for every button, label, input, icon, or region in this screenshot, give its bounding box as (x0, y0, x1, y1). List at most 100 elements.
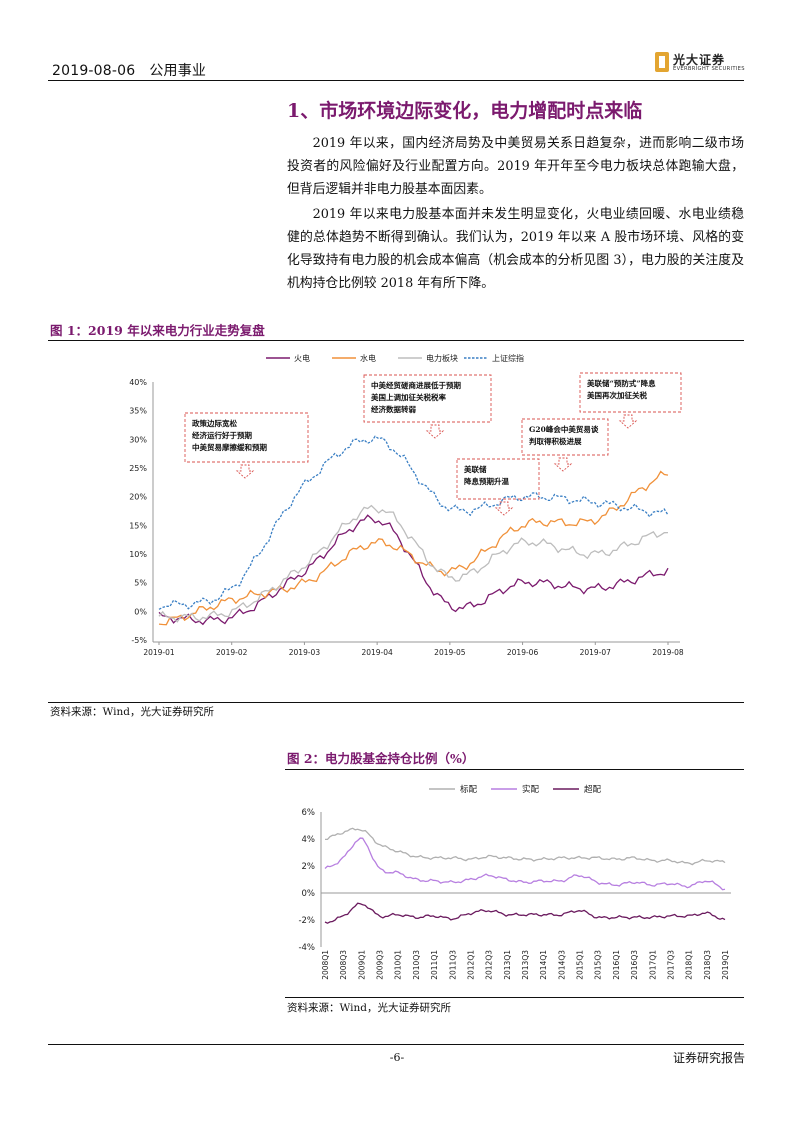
chart1-annotation-box (456, 458, 540, 500)
paragraph-1: 2019 年以来，国内经济局势及中美贸易关系日趋复杂，进而影响二级市场投资者的风… (287, 136, 744, 197)
logo-text-cn: 光大证券 (673, 53, 726, 67)
chart1-annotation-text: 美联储“预防式”降息 (587, 378, 656, 388)
chart1-annotation-box (184, 412, 309, 463)
chart1-x-tick-label: 2019-05 (434, 648, 466, 657)
chart2-x-tick-label: 2008Q3 (339, 950, 348, 980)
chart2-x-tick-label: 2014Q3 (557, 950, 566, 980)
paragraph-2: 2019 年以来电力股基本面并未发生明显变化，火电业绩回暖、水电业绩稳健的总体趋… (287, 207, 744, 291)
chart2-y-tick-label: -4% (298, 943, 315, 953)
chart2-x-tick-label: 2012Q1 (466, 950, 475, 980)
figure1-top-rule (48, 340, 744, 341)
everbright-logo: 光大证券 EVERBRIGHT SECURITIES (655, 52, 747, 74)
chart1-legend-label: 水电 (360, 353, 376, 363)
chart2-x-tick-label: 2009Q1 (357, 950, 366, 980)
chart2-series-line (324, 837, 726, 891)
chart1-annotation-text: 中美贸易摩擦缓和预期 (192, 442, 267, 452)
chart1-annotation-arrow-icon (494, 501, 514, 516)
chart1-y-tick-label: 25% (129, 464, 147, 473)
chart2-series-line (324, 902, 726, 924)
chart1-annotation-box (579, 372, 682, 413)
chart2-x-tick-label: 2012Q3 (485, 950, 494, 980)
chart2-x-tick-label: 2015Q3 (594, 950, 603, 980)
logo-text-en: EVERBRIGHT SECURITIES (673, 66, 745, 72)
figure2-top-rule (285, 769, 744, 770)
chart2-y-tick-label: -2% (298, 916, 315, 926)
figure1-bottom-rule (48, 702, 744, 703)
report-sector: 公用事业 (149, 63, 207, 79)
figure1-chart: 火电 水电 电力板块 上证综指 -5% 0% 5% 10% 15% 20% 25% 30% 35% 40… (129, 353, 684, 657)
chart2-x-tick-label: 2016Q1 (612, 950, 621, 980)
chart2-legend-label: 实配 (522, 784, 540, 795)
chart1-annotation-arrow-icon (618, 414, 638, 429)
header-rule (48, 80, 744, 81)
chart1-annotation-text: 中美经贸磋商进展低于预期 (371, 380, 461, 390)
chart2-series-line (325, 827, 726, 866)
chart1-x-tick-label: 2019-06 (507, 648, 539, 657)
chart1-annotation-box (521, 418, 609, 456)
chart2-axes: -4% -2% 0% 2% 4% 6% 2008Q1 2008Q3 2009Q1 2009Q3 20… (298, 808, 731, 980)
chart1-annotation-text: 判取得积极进展 (529, 436, 582, 446)
chart2-x-tick-label: 2009Q3 (376, 950, 385, 980)
chart1-axes: -5% 0% 5% 10% 15% 20% 25% 30% 35% 40% 2019-01 2019-… (129, 378, 684, 657)
chart1-y-tick-label: -5% (131, 636, 147, 645)
chart2-x-tick-label: 2017Q1 (648, 950, 657, 980)
chart2-x-tick-label: 2018Q3 (703, 950, 712, 980)
chart1-x-tick-label: 2019-02 (216, 648, 248, 657)
chart1-x-tick-label: 2019-03 (289, 648, 321, 657)
chart2-x-tick-label: 2019Q1 (721, 950, 730, 980)
figure1-source: 资料来源：Wind，光大证券研究所 (50, 706, 214, 718)
chart2-x-tick-label: 2010Q3 (412, 950, 421, 980)
figure2-bottom-rule (285, 997, 744, 998)
chart2-y-tick-label: 6% (302, 808, 316, 818)
chart2-series (324, 827, 726, 924)
chart1-annotation-text: 经济运行好于预期 (192, 430, 252, 440)
chart1-y-tick-label: 5% (134, 579, 147, 588)
figure1-title: 图 1：2019 年以来电力行业走势复盘 (50, 323, 265, 338)
chart1-series-line (158, 514, 669, 626)
chart2-legend-label: 超配 (584, 784, 602, 795)
chart2-y-tick-label: 0% (302, 889, 316, 899)
chart1-y-tick-label: 40% (129, 378, 147, 387)
chart1-legend-label: 火电 (294, 353, 310, 363)
chart2-x-tick-label: 2008Q1 (321, 950, 330, 980)
chart1-legend: 火电 水电 电力板块 上证综指 (266, 353, 524, 363)
section-title: 1、市场环境边际变化，电力增配时点来临 (287, 100, 643, 122)
chart1-annotation-text: 美国再次加征关税 (587, 390, 647, 400)
chart2-x-tick-label: 2018Q1 (685, 950, 694, 980)
chart1-x-tick-label: 2019-04 (361, 648, 393, 657)
chart2-y-tick-label: 4% (302, 835, 316, 845)
chart1-x-tick-label: 2019-07 (580, 648, 612, 657)
report-date: 2019-08-06 (52, 63, 136, 79)
chart2-x-tick-label: 2014Q1 (539, 950, 548, 980)
chart2-x-tick-label: 2015Q1 (576, 950, 585, 980)
figure2-source: 资料来源：Wind，光大证券研究所 (287, 1002, 451, 1014)
chart1-annotation-text: 经济数据转弱 (371, 404, 416, 414)
chart1-x-tick-label: 2019-08 (652, 648, 684, 657)
chart1-y-tick-label: 0% (134, 607, 147, 616)
chart2-y-tick-label: 2% (302, 862, 316, 872)
chart1-annotation-text: G20峰会中美贸易谈 (529, 424, 599, 434)
report-date-sector: 2019-08-06 公用事业 (52, 60, 206, 80)
figure2-chart: 标配 实配 超配 -4% -2% 0% 2% 4% 6% 2008Q1 2008Q3 2009Q1 2… (298, 784, 731, 980)
logo-mark-icon (655, 52, 669, 72)
chart1-annotation-text: 政策边际宽松 (192, 418, 237, 428)
chart1-x-tick-label: 2019-01 (143, 648, 175, 657)
page-number: -6- (389, 1051, 405, 1064)
chart2-x-tick-label: 2013Q1 (503, 950, 512, 980)
footer-label: 证券研究报告 (672, 1051, 745, 1065)
chart1-legend-label: 上证综指 (492, 353, 524, 363)
chart1-annotation-arrow-icon (425, 424, 445, 439)
chart1-y-tick-label: 35% (129, 407, 147, 416)
chart2-legend: 标配 实配 超配 (429, 784, 602, 795)
chart2-x-tick-label: 2017Q3 (666, 950, 675, 980)
chart1-y-tick-label: 10% (129, 550, 147, 559)
chart2-legend-label: 标配 (460, 784, 478, 795)
chart2-x-tick-label: 2016Q3 (630, 950, 639, 980)
chart1-series (158, 435, 669, 626)
chart2-x-tick-label: 2011Q1 (430, 950, 439, 980)
chart1-annotation-arrow-icon (235, 464, 255, 479)
chart1-y-tick-label: 15% (129, 521, 147, 530)
chart1-series-line (158, 470, 669, 626)
chart1-series-line (158, 435, 669, 610)
